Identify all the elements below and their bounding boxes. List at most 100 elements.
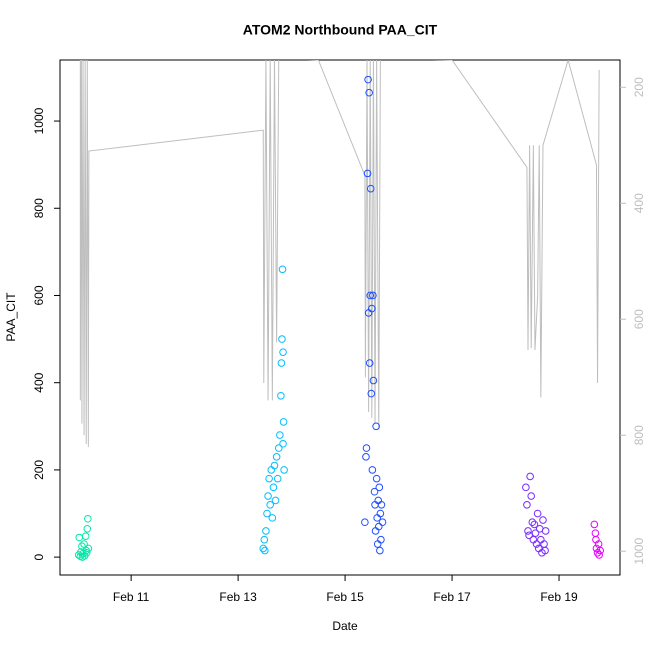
y-tick-label: 600 xyxy=(32,285,46,305)
point xyxy=(525,531,533,540)
point xyxy=(366,291,375,300)
y2-tick-label: 200 xyxy=(632,77,646,97)
point xyxy=(260,535,269,544)
point xyxy=(366,184,375,193)
y-tick-label: 1000 xyxy=(32,107,46,134)
point xyxy=(270,461,279,470)
point xyxy=(540,540,548,548)
point xyxy=(370,487,379,496)
plot-frame xyxy=(59,59,621,576)
point xyxy=(531,529,540,537)
point xyxy=(541,546,549,555)
point xyxy=(272,453,281,461)
y-axis-label: PAA_CIT xyxy=(4,292,18,342)
point xyxy=(529,535,538,544)
point xyxy=(371,527,380,535)
point xyxy=(262,527,270,535)
y2-tick-label: 400 xyxy=(632,193,646,213)
point xyxy=(541,527,550,535)
point xyxy=(595,551,603,559)
chart-title: ATOM2 Northbound PAA_CIT xyxy=(243,22,438,38)
point xyxy=(596,546,605,555)
point xyxy=(373,540,382,548)
point xyxy=(75,533,84,542)
point xyxy=(83,524,92,533)
point xyxy=(539,516,547,524)
point xyxy=(527,492,536,500)
point xyxy=(361,518,369,527)
point xyxy=(375,483,384,492)
y-tick-label: 200 xyxy=(32,460,46,480)
point xyxy=(263,509,271,518)
point xyxy=(279,439,287,448)
point xyxy=(526,472,534,481)
point xyxy=(261,546,269,555)
point xyxy=(78,553,87,561)
x-tick-label: Feb 11 xyxy=(113,590,150,604)
point xyxy=(376,546,384,555)
point xyxy=(523,500,531,509)
point xyxy=(530,520,539,529)
point xyxy=(78,542,86,551)
point xyxy=(376,509,385,518)
point xyxy=(279,418,288,426)
point xyxy=(364,75,372,84)
point xyxy=(278,335,286,343)
point xyxy=(377,500,386,509)
point xyxy=(81,532,90,540)
y-tick-label: 800 xyxy=(32,198,46,218)
plot-area xyxy=(74,60,605,561)
point xyxy=(259,544,268,553)
y2-tick-label: 1000 xyxy=(632,538,646,565)
point xyxy=(368,304,376,313)
point xyxy=(378,518,387,527)
point xyxy=(368,466,377,474)
point xyxy=(374,496,383,505)
point xyxy=(528,518,537,527)
point xyxy=(371,500,379,509)
point xyxy=(533,509,542,518)
y2-tick-label: 800 xyxy=(632,425,646,445)
point xyxy=(271,496,280,505)
point xyxy=(365,359,374,367)
point xyxy=(276,431,284,439)
point xyxy=(374,522,383,531)
point xyxy=(377,535,385,544)
point xyxy=(524,527,532,535)
point xyxy=(84,514,92,523)
point xyxy=(80,540,88,548)
x-tick-label: Feb 15 xyxy=(326,590,364,604)
point xyxy=(537,535,545,544)
point xyxy=(367,389,376,398)
point xyxy=(84,544,93,553)
y-tick-label: 0 xyxy=(32,553,46,560)
point xyxy=(372,474,381,483)
point xyxy=(274,444,283,452)
point xyxy=(365,88,373,97)
x-tick-label: Feb 17 xyxy=(433,590,471,604)
y2-tick-label: 600 xyxy=(632,309,646,329)
point xyxy=(277,391,285,400)
point xyxy=(265,474,273,483)
point xyxy=(269,483,278,492)
point xyxy=(277,359,286,367)
point xyxy=(590,520,599,529)
point xyxy=(362,444,371,452)
y-tick-label: 400 xyxy=(32,372,46,392)
point xyxy=(268,514,277,522)
x-tick-label: Feb 13 xyxy=(219,590,257,604)
point xyxy=(266,500,275,509)
point xyxy=(591,529,600,537)
point xyxy=(362,453,370,461)
point xyxy=(592,544,601,553)
point xyxy=(267,466,276,474)
point xyxy=(264,492,272,500)
point xyxy=(369,376,378,385)
point xyxy=(278,265,287,274)
point xyxy=(273,474,282,483)
depth-line xyxy=(79,60,600,447)
point xyxy=(280,466,288,474)
x-axis-label: Date xyxy=(332,619,358,633)
point xyxy=(522,483,530,492)
